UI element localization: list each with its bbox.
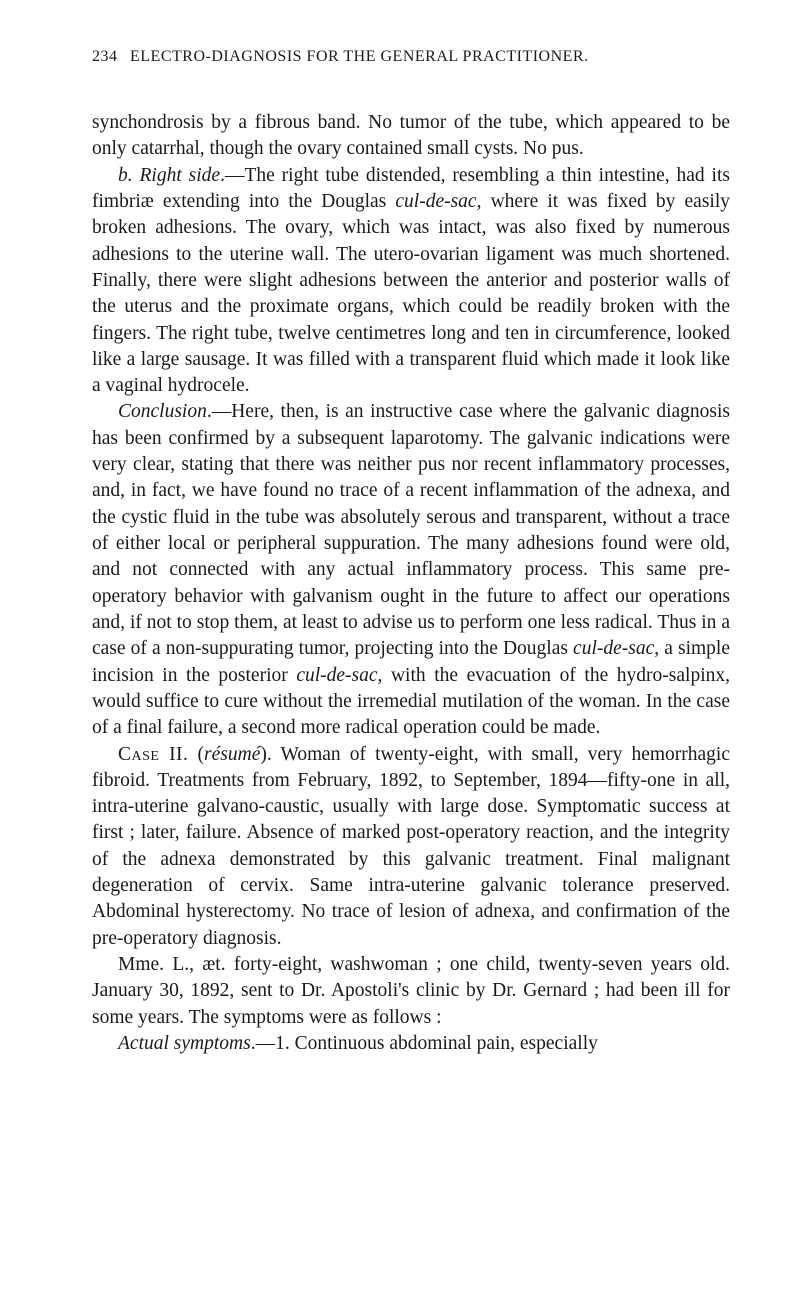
italic-lead: b. Right side (118, 165, 220, 186)
body-text: synchondrosis by a fibrous band. No tumo… (92, 110, 730, 1057)
italic-term: cul-de-sac (395, 191, 476, 212)
page-number: 234 (92, 48, 118, 65)
paragraph-2: b. Right side.—The right tube distended,… (92, 163, 730, 400)
text: ). (260, 744, 280, 765)
paragraph-5: Mme. L., æt. forty-eight, washwoman ; on… (92, 952, 730, 1031)
italic-lead: Conclusion (118, 401, 207, 422)
paragraph-4: Case II. (résumé). Woman of twenty-eight… (92, 742, 730, 953)
page-header: 234 ELECTRO-DIAGNOSIS FOR THE GENERAL PR… (92, 48, 730, 66)
italic-term: cul-de-sac (573, 638, 654, 659)
text: , where it was fixed by easily broken ad… (92, 191, 730, 396)
italic-term: résumé (204, 744, 260, 765)
paragraph-6: Actual symptoms.—1. Continuous abdominal… (92, 1031, 730, 1057)
text: Mme. L., æt. forty-eight, washwoman ; on… (92, 954, 730, 1028)
italic-term: cul-de-sac (296, 665, 377, 686)
text: .—1. Continuous abdominal pain, especial… (251, 1033, 598, 1054)
italic-lead: Actual symptoms (118, 1033, 251, 1054)
paragraph-3: Conclusion.—Here, then, is an instructiv… (92, 399, 730, 741)
text: Woman of twenty-eight, with small, very … (92, 744, 730, 949)
text: synchondrosis by a fibrous band. No tumo… (92, 112, 730, 159)
text: ( (188, 744, 204, 765)
paragraph-1: synchondrosis by a fibrous band. No tumo… (92, 110, 730, 163)
running-title: ELECTRO-DIAGNOSIS FOR THE GENERAL PRACTI… (130, 48, 589, 65)
text: .—Here, then, is an instructive case whe… (92, 401, 730, 659)
case-label: Case II. (118, 744, 188, 765)
